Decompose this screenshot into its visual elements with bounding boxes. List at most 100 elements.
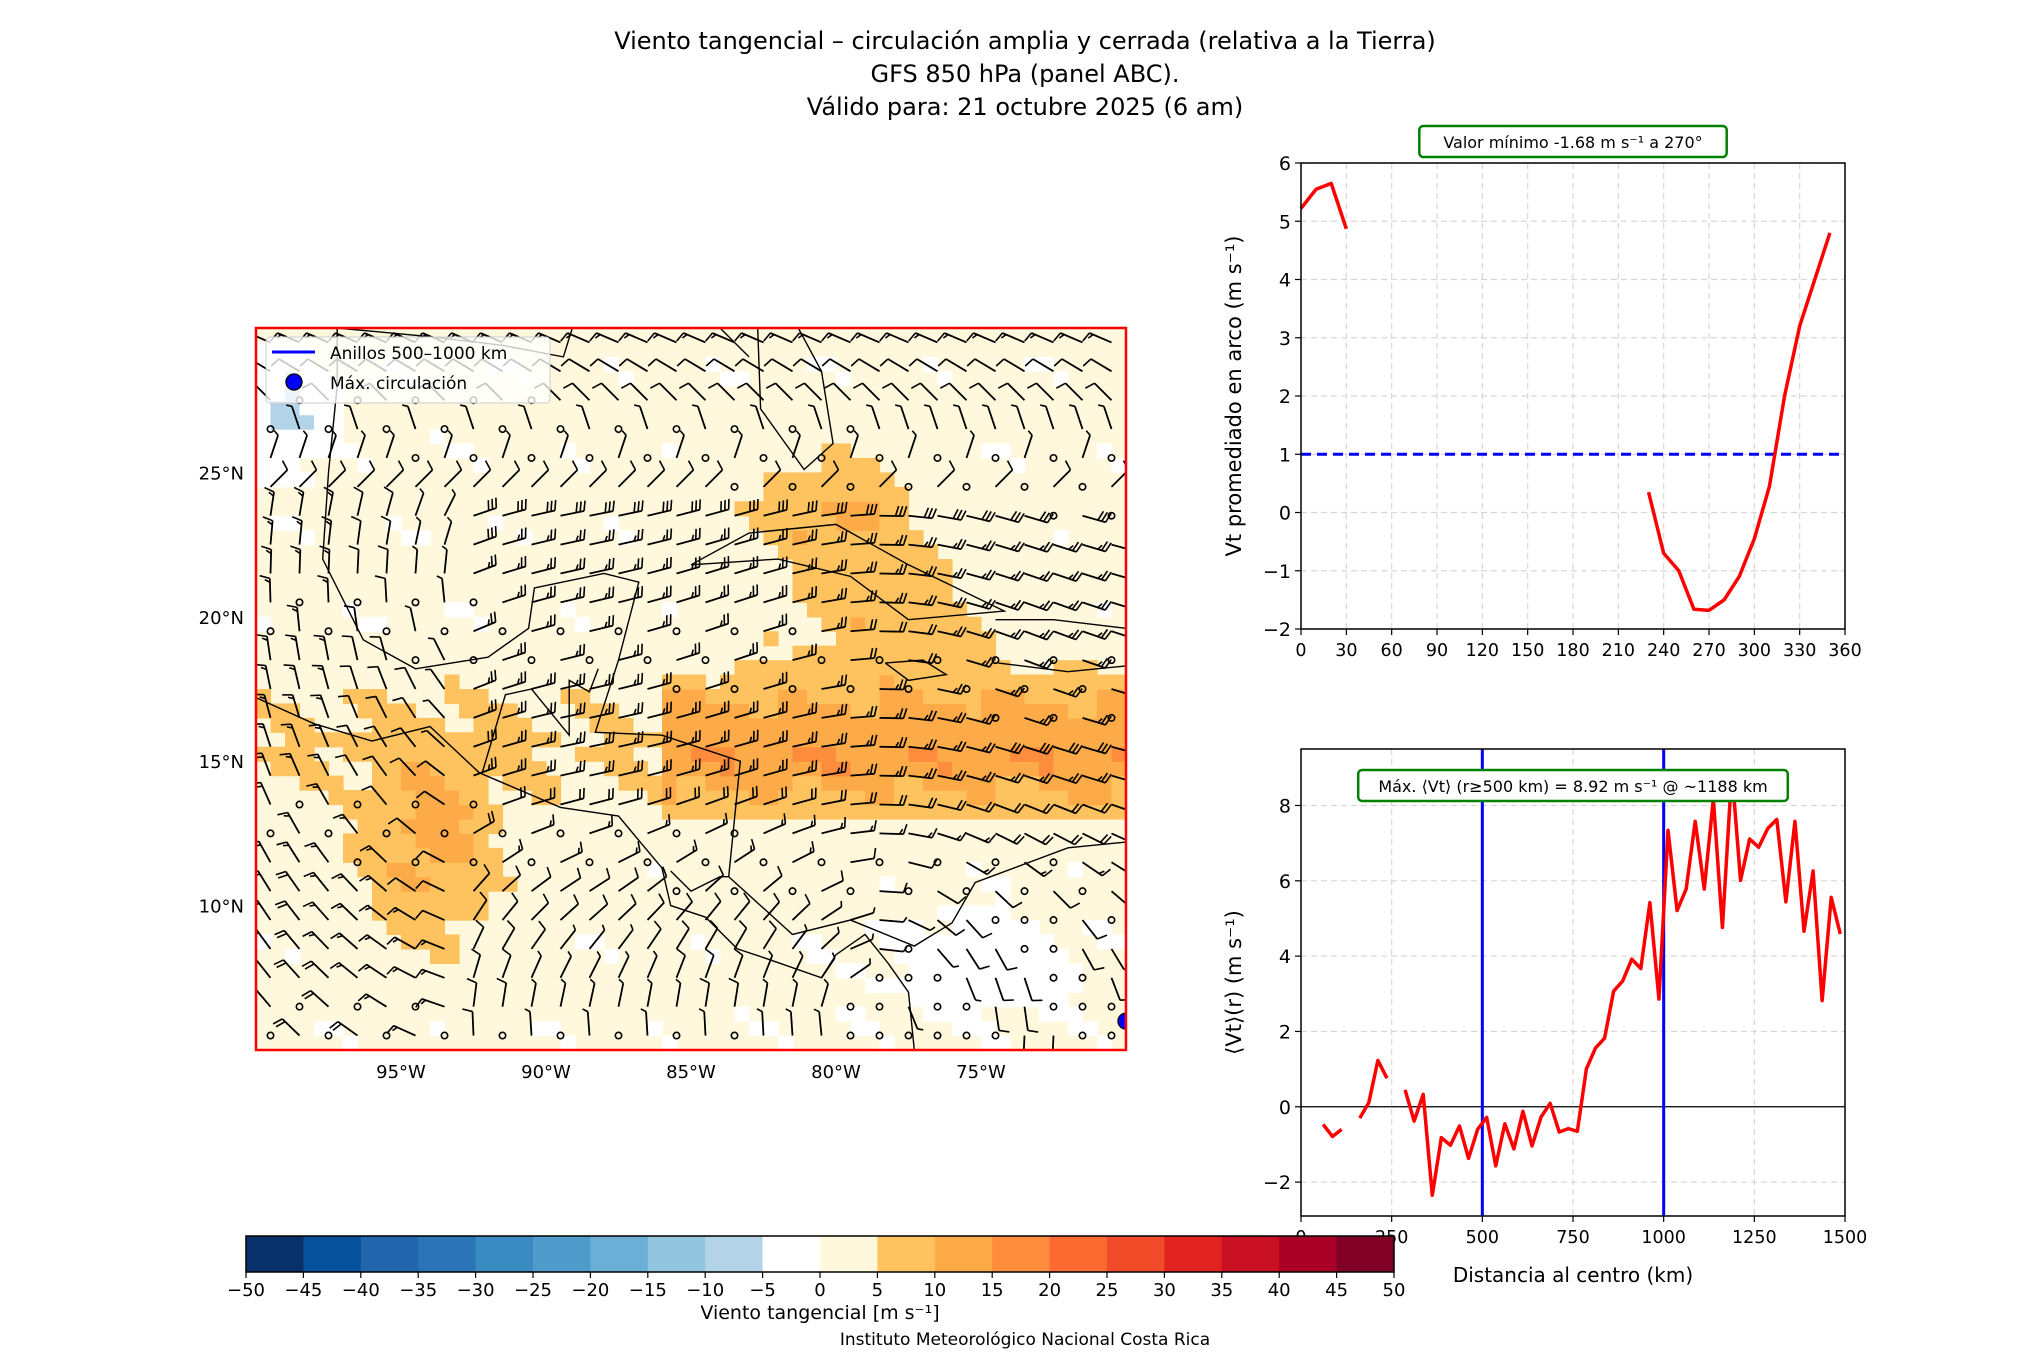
field-cell [836, 775, 852, 791]
wind-barb [1026, 382, 1055, 401]
wind-barb [995, 802, 1025, 814]
barb-staff [908, 803, 933, 809]
barb-staff [803, 382, 823, 401]
field-cell [966, 689, 982, 705]
barb-staff [774, 382, 794, 401]
barb-flag [487, 764, 491, 771]
barb-staff [958, 406, 968, 430]
barb-staff [1023, 977, 1033, 1001]
wind-barb [965, 977, 982, 1002]
calm-circle [1049, 713, 1058, 722]
wind-barb [762, 920, 777, 950]
wind-barb [730, 627, 739, 636]
barb-flag [985, 540, 992, 550]
field-cell [604, 717, 620, 733]
wind-barb [560, 358, 590, 373]
wind-barb [404, 605, 417, 632]
wind-barb [473, 728, 497, 748]
barb-flag [367, 665, 378, 669]
calm-circle [498, 425, 507, 434]
barb-staff [1090, 358, 1112, 373]
wind-barb [763, 701, 788, 719]
field-cell [1068, 703, 1084, 719]
wind-barb [440, 1031, 449, 1040]
barb-flag [823, 382, 834, 389]
barb-flag [666, 529, 669, 540]
barb-flag [777, 620, 781, 627]
field-cell [937, 587, 953, 603]
field-cell [401, 833, 417, 849]
field-cell [734, 674, 750, 690]
field-cell [1068, 717, 1084, 733]
field-cell [386, 761, 402, 777]
barb-flag [546, 737, 550, 744]
barb-flag [608, 616, 611, 627]
wind-barb [560, 643, 586, 661]
barb-flag [810, 820, 814, 827]
field-cell [778, 530, 794, 546]
barb-flag [575, 564, 579, 571]
calm-circle [324, 1031, 333, 1040]
barb-flag [1127, 545, 1131, 549]
barb-staff [733, 900, 751, 921]
field-cell [328, 732, 344, 748]
wind-barb [647, 499, 673, 517]
lon-tick-label: 75°W [956, 1062, 1006, 1083]
field-cell [850, 515, 866, 531]
coastline [690, 523, 1007, 621]
field-cell [879, 587, 895, 603]
barb-staff [403, 667, 417, 690]
field-cell [865, 804, 881, 820]
barb-flag [763, 332, 772, 342]
wind-barb [821, 732, 848, 748]
wind-barb [274, 900, 301, 921]
field-cell [850, 559, 866, 575]
field-cell [1039, 703, 1055, 719]
field-cell [676, 804, 692, 820]
field-cell [401, 847, 417, 863]
wind-barb [1024, 832, 1054, 846]
wind-barb [527, 453, 536, 462]
barb-flag [575, 737, 579, 744]
barb-flag [773, 892, 781, 903]
field-cell [1082, 674, 1098, 690]
wind-barb [1053, 332, 1083, 344]
barb-flag [244, 383, 253, 388]
wind-barb [1053, 600, 1083, 612]
barb-flag [1075, 572, 1083, 582]
barb-flag [952, 542, 958, 549]
barb-flag [942, 333, 949, 339]
barb-flag [902, 737, 908, 748]
barb-flag [931, 768, 938, 779]
field-cell [865, 457, 881, 473]
barb-flag [873, 847, 877, 859]
wind-barb [966, 771, 996, 783]
field-cell [662, 717, 678, 733]
field-cell [1039, 356, 1055, 372]
field-cell [1053, 948, 1069, 964]
barb-staff [401, 697, 417, 719]
barb-flag [670, 730, 673, 742]
barb-staff [879, 688, 904, 691]
wind-barb [324, 1031, 333, 1040]
barb-flag [386, 966, 395, 975]
barb-staff [327, 469, 347, 488]
barb-staff [351, 636, 359, 661]
barb-staff [1081, 434, 1091, 459]
barb-staff [345, 724, 359, 748]
barb-flag [506, 920, 516, 929]
wind-barb [443, 516, 453, 545]
barb-flag [1131, 570, 1137, 579]
barb-flag [633, 501, 636, 513]
wind-barb [704, 948, 715, 979]
barb-flag [869, 734, 874, 746]
barb-flag [318, 637, 325, 642]
barb-staff [618, 538, 643, 546]
field-cell [923, 804, 939, 820]
wind-barb [792, 702, 818, 719]
barb-flag [1084, 382, 1095, 389]
field-cell [821, 660, 837, 676]
wind-barb [1024, 541, 1054, 553]
calm-circle [1078, 1002, 1087, 1011]
wind-barb [402, 404, 417, 430]
